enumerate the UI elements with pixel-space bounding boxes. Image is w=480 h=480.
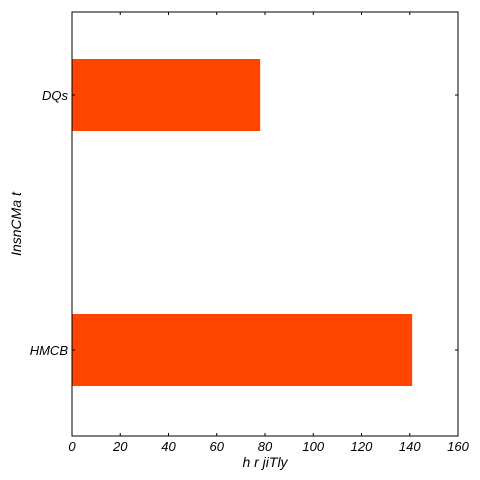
x-tick-label: 60 (210, 439, 225, 454)
x-axis-title: h r jiTly (242, 454, 288, 470)
ticks-layer: DQs HMCB 0 20 40 60 80 100 120 140 160 (30, 12, 470, 454)
x-tick-label: 20 (112, 439, 128, 454)
x-tick-label: 120 (351, 439, 373, 454)
y-axis-title: InsnCMa t (8, 191, 24, 256)
x-tick-label: 100 (302, 439, 324, 454)
x-tick-label: 140 (399, 439, 421, 454)
y-tick-label: HMCB (30, 343, 69, 358)
x-tick-label: 40 (161, 439, 176, 454)
bar-hmcb (72, 314, 413, 386)
x-tick-label: 160 (447, 439, 469, 454)
bars-layer (72, 59, 413, 386)
bar-dqs (72, 59, 261, 131)
x-tick-label: 0 (68, 439, 76, 454)
y-tick-label: DQs (42, 88, 69, 103)
x-tick-label: 80 (258, 439, 273, 454)
